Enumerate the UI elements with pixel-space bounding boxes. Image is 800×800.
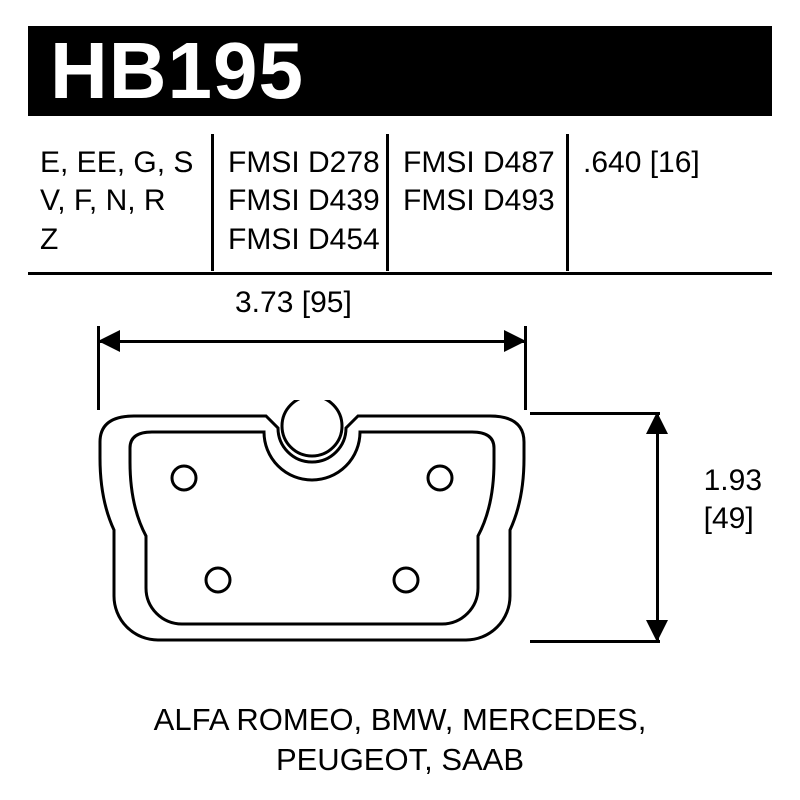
ext-line-bottom [530, 640, 660, 643]
spec-cell: .640 [16] [583, 144, 772, 182]
ext-line-top [530, 412, 660, 415]
arrow-right-icon [504, 330, 526, 352]
spec-col-fmsi-b: FMSI D487 FMSI D493 [386, 134, 566, 271]
width-label: 3.73 [95] [235, 286, 352, 320]
width-dimension [98, 326, 526, 356]
arrow-up-icon [646, 412, 668, 434]
height-mm: [49] [704, 500, 762, 538]
spec-col-compounds: E, EE, G, S V, F, N, R Z [36, 134, 211, 271]
height-label: 1.93 [49] [704, 462, 762, 537]
spec-table: E, EE, G, S V, F, N, R Z FMSI D278 FMSI … [36, 134, 772, 271]
height-in: 1.93 [704, 462, 762, 500]
spec-cell: FMSI D493 [403, 182, 566, 220]
applications-line: PEUGEOT, SAAB [0, 740, 800, 780]
applications: ALFA ROMEO, BMW, MERCEDES, PEUGEOT, SAAB [0, 700, 800, 781]
dim-line [98, 340, 526, 343]
spec-cell: V, F, N, R [40, 182, 211, 220]
arrow-down-icon [646, 620, 668, 642]
spec-col-fmsi-a: FMSI D278 FMSI D439 FMSI D454 [211, 134, 386, 271]
width-mm: [95] [302, 286, 352, 319]
diagram: 3.73 [95] 1.93 [49] [0, 282, 800, 702]
height-dimension [642, 412, 672, 642]
spec-cell: Z [40, 221, 211, 259]
spec-cell: E, EE, G, S [40, 144, 211, 182]
spec-cell: FMSI D487 [403, 144, 566, 182]
part-number: HB195 [50, 25, 304, 117]
spec-cell: FMSI D278 [228, 144, 386, 182]
spec-col-thickness: .640 [16] [566, 134, 772, 271]
header-bar: HB195 [28, 26, 772, 116]
brake-pad-drawing [94, 400, 530, 654]
spec-cell: FMSI D454 [228, 221, 386, 259]
arrow-left-icon [98, 330, 120, 352]
applications-line: ALFA ROMEO, BMW, MERCEDES, [0, 700, 800, 740]
width-in: 3.73 [235, 286, 293, 319]
divider [28, 272, 772, 275]
dim-line [656, 412, 659, 642]
spec-cell: FMSI D439 [228, 182, 386, 220]
